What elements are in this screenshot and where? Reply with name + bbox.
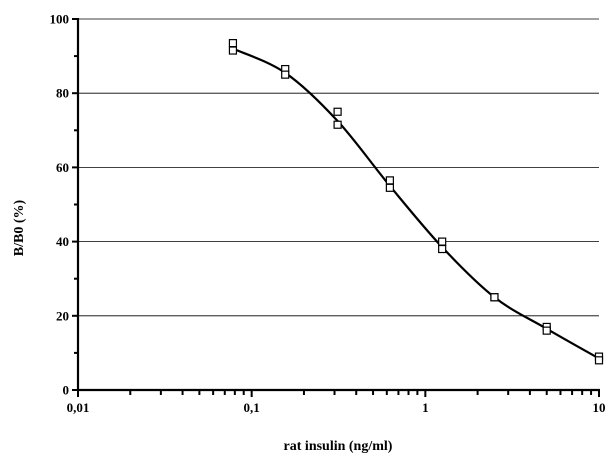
data-point: [438, 244, 447, 254]
axes-layer: [76, 18, 600, 392]
x-tick-label: 1: [422, 400, 429, 415]
data-point: [228, 39, 238, 48]
data-point: [594, 356, 604, 365]
x-axis-title: rat insulin (ng/ml): [284, 439, 393, 454]
data-point: [542, 326, 551, 335]
data-point: [385, 183, 394, 192]
points-layer: [228, 39, 604, 365]
data-point: [490, 293, 499, 302]
y-tick-label: 60: [56, 160, 69, 175]
y-tick-label: 0: [63, 383, 70, 398]
data-point: [333, 107, 342, 116]
labels-layer: 0 20 40 60 80 100 0,01 0,1 1 10: [50, 12, 606, 416]
x-tick-label: 0,01: [67, 400, 90, 415]
y-tick-label: 40: [56, 234, 69, 249]
data-point: [438, 237, 447, 246]
x-tick-label: 10: [593, 400, 606, 415]
data-point: [228, 46, 238, 55]
fitted-curve: [232, 47, 600, 360]
y-tick-label: 80: [56, 86, 69, 101]
ticks-layer: [72, 18, 600, 397]
curve-layer: [232, 47, 600, 360]
x-tick-label: 0,1: [244, 400, 260, 415]
data-point: [385, 176, 394, 185]
data-point: [333, 120, 342, 129]
grid-layer: [78, 18, 599, 317]
data-point: [281, 70, 290, 79]
y-tick-label: 100: [50, 12, 70, 27]
y-tick-label: 20: [56, 308, 69, 323]
y-axis-title: B/B0 (%): [12, 199, 27, 256]
